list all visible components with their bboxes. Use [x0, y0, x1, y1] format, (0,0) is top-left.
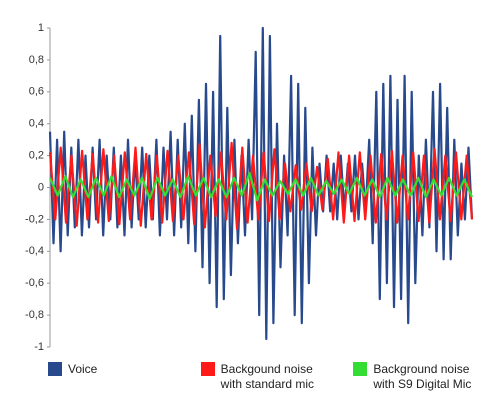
- legend-item: Background noise with S9 Digital Mic: [353, 362, 488, 392]
- waveform: [48, 26, 474, 341]
- legend-swatch: [48, 362, 62, 376]
- y-tick-label: 0,6: [29, 86, 44, 98]
- legend-swatch: [353, 362, 368, 376]
- chart: -1 -0,8 -0,6 -0,4 -0,2 0 0,2 0,4 0,6 0,8 1: [25, 22, 474, 353]
- y-tick-label: 1: [38, 22, 44, 34]
- y-tick-label: -1: [34, 341, 44, 353]
- legend-label: Backgound noise with standard mic: [220, 362, 315, 391]
- legend-label: Background noise with S9 Digital Mic: [373, 362, 472, 391]
- legend-item: Backgound noise with standard mic: [200, 362, 336, 392]
- legend-item: Voice: [48, 362, 183, 392]
- y-tick-label: 0,8: [29, 54, 44, 66]
- y-tick-label: 0,4: [29, 118, 44, 130]
- legend-swatch: [200, 362, 215, 376]
- y-tick-label: -0,2: [25, 213, 44, 225]
- y-tick-label: -0,6: [25, 277, 44, 289]
- y-tick-label: -0,8: [25, 309, 44, 321]
- waveform: [48, 141, 474, 231]
- legend-label: Voice: [68, 362, 98, 376]
- waveform: [48, 172, 474, 202]
- y-tick-label: 0,2: [29, 150, 44, 162]
- legend: Voice Backgound noise with standard mic Ba…: [48, 362, 488, 392]
- y-tick-label: -0,4: [25, 245, 44, 257]
- y-tick-label: 0: [38, 181, 44, 193]
